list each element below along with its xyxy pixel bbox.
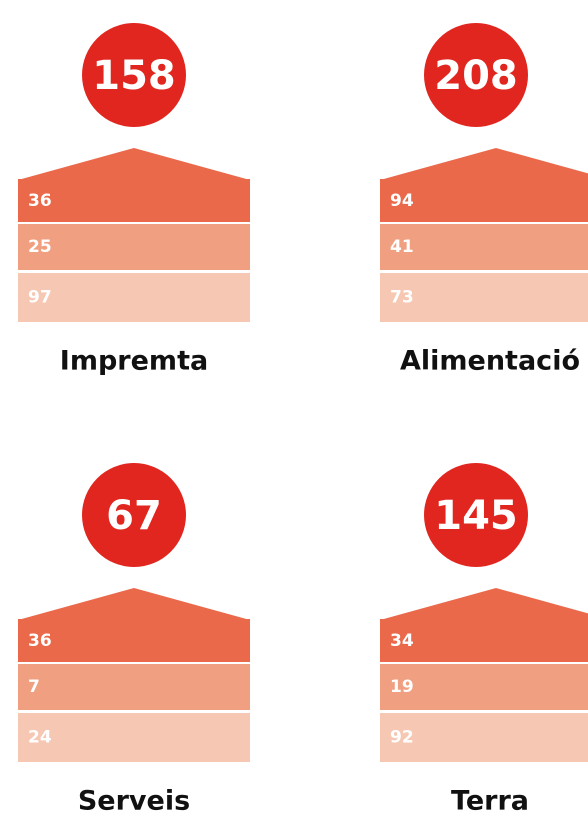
band: [380, 664, 588, 710]
roof: [18, 148, 250, 180]
total-circle: [424, 23, 528, 127]
band-value: 94: [390, 191, 414, 211]
band: [18, 179, 250, 222]
item-label: Terra: [451, 786, 529, 817]
band: [18, 273, 250, 322]
band: [380, 273, 588, 322]
band: [380, 713, 588, 762]
item-label: Serveis: [78, 786, 190, 817]
total-circle: [424, 463, 528, 567]
band-value: 19: [390, 677, 414, 697]
item-label: Alimentació: [400, 346, 580, 377]
total-circle: [82, 463, 186, 567]
band: [380, 224, 588, 270]
total-value: 145: [434, 493, 518, 539]
band: [18, 619, 250, 662]
band-value: 36: [28, 191, 52, 211]
total-value: 67: [106, 493, 162, 539]
band-value: 24: [28, 728, 52, 748]
total-value: 158: [92, 53, 176, 99]
total-value: 208: [434, 53, 518, 99]
band: [380, 619, 588, 662]
band: [18, 713, 250, 762]
roof: [18, 588, 250, 620]
band: [380, 179, 588, 222]
item-label: Impremta: [60, 346, 208, 377]
band-value: 36: [28, 631, 52, 651]
band-value: 41: [390, 237, 414, 257]
band-value: 97: [28, 288, 52, 308]
band-value: 25: [28, 237, 52, 257]
band-value: 73: [390, 288, 414, 308]
roof: [380, 588, 588, 620]
band: [18, 224, 250, 270]
band: [18, 664, 250, 710]
total-circle: [82, 23, 186, 127]
roof: [380, 148, 588, 180]
band-value: 34: [390, 631, 414, 651]
band-value: 92: [390, 728, 414, 748]
band-value: 7: [28, 677, 40, 697]
